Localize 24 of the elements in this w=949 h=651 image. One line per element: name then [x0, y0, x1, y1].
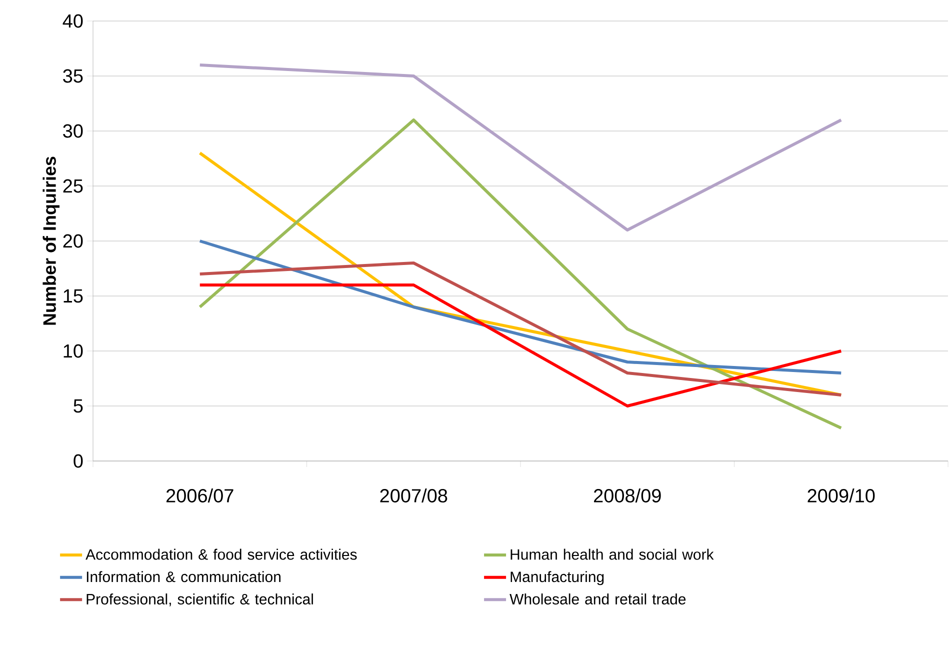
y-axis-title: Number of Inquiries — [42, 156, 60, 325]
line-series — [198, 262, 843, 396]
legend-label: Manufacturing — [510, 571, 604, 586]
legend-label: Information & communication — [86, 571, 280, 582]
legend-label: Human health and social work — [510, 548, 714, 560]
line-series — [198, 64, 843, 232]
y-tick-label: 15 — [64, 289, 83, 303]
y-tick-label: 0 — [74, 454, 83, 468]
legend-label: Accommodation & food service activities — [86, 548, 357, 560]
y-tick-label: 40 — [62, 14, 83, 28]
line-series — [198, 118, 843, 430]
legend-label: Professional, scientific & technical — [86, 593, 313, 606]
x-tick-label: 2009/10 — [808, 488, 875, 502]
y-tick-label: 20 — [63, 234, 83, 248]
x-tick-label: 2008/09 — [594, 488, 661, 502]
legend-label: Wholesale and retail trade — [510, 593, 686, 604]
y-tick-label: 10 — [64, 344, 83, 358]
y-tick-label: 35 — [63, 69, 83, 83]
y-tick-label: 5 — [74, 399, 83, 413]
line-series — [198, 240, 843, 374]
x-tick-label: 2007/08 — [380, 488, 448, 502]
y-tick-label: 25 — [63, 179, 83, 193]
y-tick-label: 30 — [63, 124, 83, 138]
x-tick-label: 2006/07 — [166, 488, 234, 502]
